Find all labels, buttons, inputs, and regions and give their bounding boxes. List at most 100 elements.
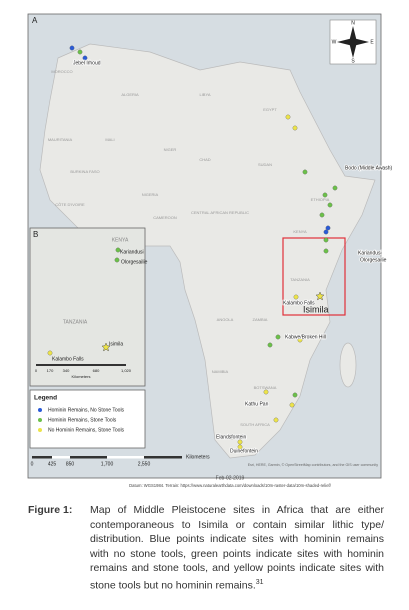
country-label: ANGOLA — [217, 317, 234, 322]
country-label: ALGERIA — [121, 92, 139, 97]
labels: A B N S W E MOROCCO ALGERIA LIBYA EGYPT MAURITANIA… — [31, 16, 394, 488]
country-label: CENTRAL AFRICAN REPUBLIC — [191, 210, 249, 215]
site-star — [315, 291, 325, 301]
country-label: BOTSWANA — [254, 385, 277, 390]
site-label: Kariandusi — [120, 249, 144, 255]
country-label: TANZANIA — [63, 319, 88, 325]
site-label: Kathu Pan — [245, 401, 269, 407]
scale-label: 170 — [47, 368, 54, 373]
site-label: Olorgesailie — [121, 259, 148, 265]
site-point — [82, 55, 88, 61]
site-point — [275, 334, 281, 340]
scale-label: 340 — [63, 368, 70, 373]
scale-unit: Kilometers — [72, 374, 91, 379]
compass-letter: E — [370, 39, 374, 45]
country-label: CHAD — [199, 157, 210, 162]
site-point — [114, 257, 120, 263]
scale-label: 850 — [66, 461, 75, 467]
site-point — [237, 444, 243, 450]
site-label: Bodo (Middle Awash) — [345, 165, 392, 171]
legend-label: No Hominin Remains, Stone Tools — [48, 427, 125, 433]
site-point — [319, 212, 325, 218]
site-point — [273, 417, 279, 423]
caption-body: Map of Middle Pleistocene sites in Afric… — [90, 504, 384, 591]
country-label: SOUTH AFRICA — [240, 422, 270, 427]
site-star — [101, 342, 111, 352]
highlight-box — [282, 237, 346, 316]
site-point — [323, 237, 329, 243]
site-label: Isimila — [303, 304, 329, 314]
site-label: Kabwe/Broken Hill — [285, 334, 326, 340]
map: A B N S W E MOROCCO ALGERIA LIBYA EGYPT MAURITANIA… — [27, 13, 394, 488]
scale-label: 425 — [48, 461, 57, 467]
scale-label: 2,550 — [138, 461, 151, 467]
scale-bar-seg — [52, 456, 70, 459]
site-point — [322, 192, 328, 198]
country-label: LIBYA — [199, 92, 210, 97]
scale-label: 1,020 — [121, 368, 132, 373]
site-label: Kalambo Falls — [52, 356, 84, 362]
site-point — [115, 247, 121, 253]
country-label: CÔTE D'IVOIRE — [55, 202, 85, 207]
country-label: MALI — [105, 137, 114, 142]
madagascar — [339, 342, 357, 388]
site-point — [297, 337, 303, 343]
site-label: Duinefontein — [230, 448, 258, 454]
site-point — [323, 248, 329, 254]
site-point — [69, 45, 75, 51]
scale-bar-seg — [107, 456, 144, 459]
scale-label: 0 — [31, 461, 34, 467]
panel-label: A — [32, 16, 38, 25]
scale-bar — [36, 364, 126, 366]
country-label: CAMEROON — [153, 215, 177, 220]
scale-label: 1,700 — [101, 461, 114, 467]
inset-frame — [29, 227, 146, 387]
site-point — [325, 225, 331, 231]
legend-label: Hominin Remains, No Stone Tools — [48, 407, 125, 413]
compass — [329, 19, 377, 65]
country-label: MOROCCO — [51, 69, 72, 74]
country-label: BURKINA FASO — [70, 169, 99, 174]
site-point — [229, 434, 235, 440]
site-point — [332, 185, 338, 191]
legend-swatch — [38, 408, 42, 412]
country-label: ETHIOPIA — [311, 197, 330, 202]
site-label: Kariandusi — [358, 250, 382, 256]
caption-ref: 31 — [255, 578, 264, 586]
caption-label: Figure 1: — [28, 504, 73, 516]
scale-label: 680 — [93, 368, 100, 373]
datum: Datum: WGS1984. Terrain: https://www.nat… — [129, 483, 332, 488]
site-point — [285, 114, 291, 120]
country-label: MAURITANIA — [48, 137, 73, 142]
scale-unit: Kilometers — [186, 454, 210, 460]
country-label: TANZANIA — [290, 277, 310, 282]
panel-label: B — [33, 230, 38, 239]
site-label: Olorgesailie — [360, 257, 387, 263]
site-label: Kalambo Falls — [283, 300, 315, 306]
country-label: EGYPT — [263, 107, 277, 112]
compass-rose — [337, 26, 369, 58]
credits: Esri, HERE, Garmin, © OpenStreetMap cont… — [248, 463, 378, 467]
compass-letter: W — [332, 39, 337, 45]
site-point — [293, 294, 299, 300]
country-label: ZAMBIA — [253, 317, 268, 322]
compass-letter: S — [351, 58, 355, 64]
site-point — [267, 342, 273, 348]
site-point — [263, 389, 269, 395]
site-point — [302, 169, 308, 175]
site-point — [292, 125, 298, 131]
country-label: NIGER — [164, 147, 177, 152]
site-point — [323, 229, 329, 235]
legend-box — [29, 389, 146, 449]
country-label: KENYA — [293, 229, 307, 234]
legend-swatch — [38, 418, 42, 422]
site-point — [237, 439, 243, 445]
legend-title: Legend — [34, 395, 57, 402]
legend-swatch — [38, 428, 42, 432]
country-label: NIGERIA — [142, 192, 159, 197]
site-label: Elandsfontein — [216, 434, 247, 440]
site-label: Isimila — [109, 341, 123, 347]
map-date: Feb-02-2019 — [216, 475, 245, 481]
country-label: KENYA — [112, 237, 129, 243]
